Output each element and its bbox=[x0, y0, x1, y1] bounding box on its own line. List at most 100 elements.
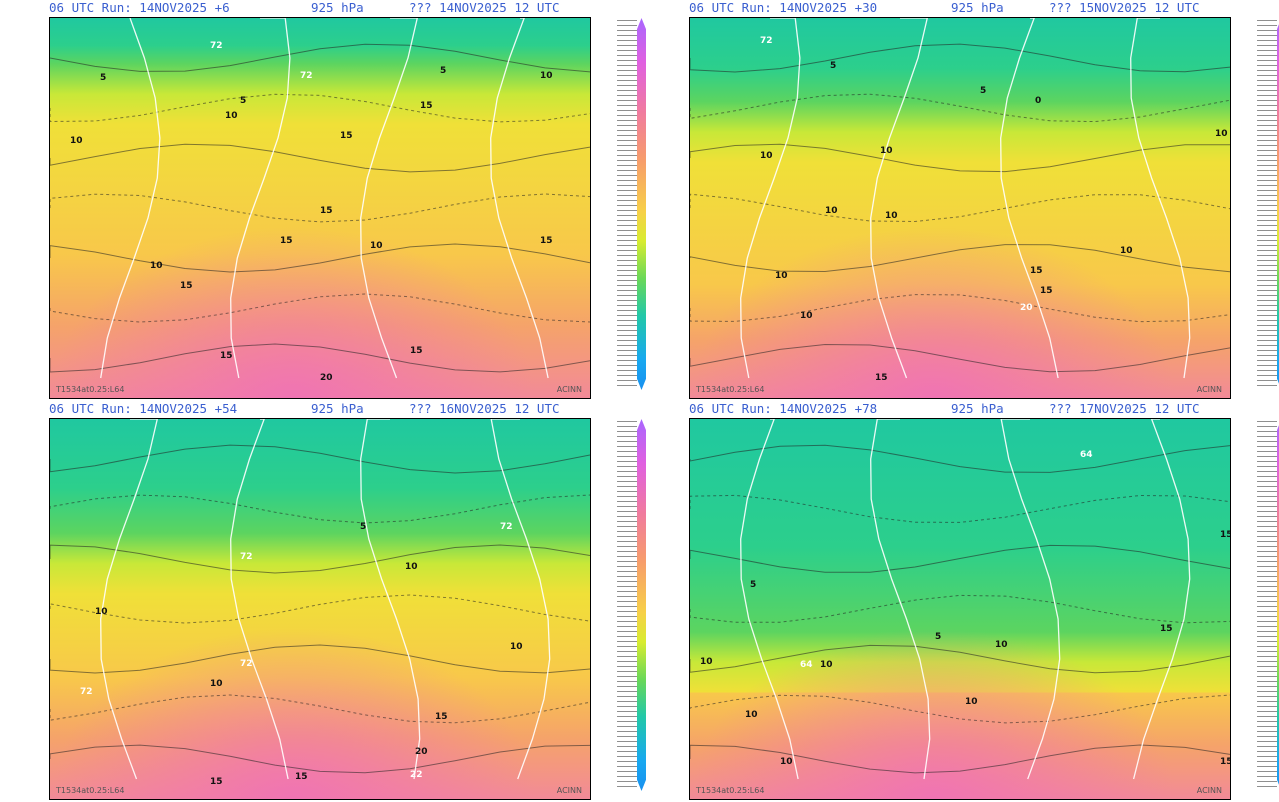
contour-label: 10 bbox=[800, 311, 813, 321]
contour-label: 20 bbox=[1020, 303, 1033, 313]
level-label: 925 hPa bbox=[951, 401, 1004, 416]
contour-label: 10 bbox=[760, 151, 773, 161]
isotherm-line bbox=[690, 694, 1230, 724]
panel-3: 06 UTC Run: 14NOV2025 +54 925 hPa ??? 16… bbox=[49, 401, 649, 802]
legend-ticks bbox=[1257, 20, 1277, 390]
contour-label: 72 bbox=[210, 41, 223, 51]
contour-label: 10 bbox=[95, 607, 108, 617]
isotherm-line bbox=[50, 744, 590, 774]
isotherm-line bbox=[50, 43, 590, 73]
level-label: 925 hPa bbox=[311, 0, 364, 15]
geopotential-line bbox=[360, 419, 421, 780]
run-label: 06 UTC Run: 14NOV2025 +54 bbox=[49, 401, 238, 416]
contour-label: 10 bbox=[405, 562, 418, 572]
geopotential-line bbox=[870, 419, 931, 780]
valid-label: ??? 16NOV2025 12 UTC bbox=[409, 401, 560, 416]
contour-label: 64 bbox=[800, 660, 813, 670]
contour-label: 10 bbox=[540, 71, 553, 81]
contour-label: 72 bbox=[300, 71, 313, 81]
isotherm-line bbox=[50, 93, 590, 123]
isotherm-line bbox=[50, 143, 590, 173]
contour-label: 15 bbox=[1220, 757, 1230, 767]
geopotential-line bbox=[230, 18, 291, 379]
contour-label: 10 bbox=[70, 136, 83, 146]
contour-label: 5 bbox=[980, 86, 986, 96]
isotherm-line bbox=[50, 644, 590, 674]
panel-header: 06 UTC Run: 14NOV2025 +6 925 hPa ??? 14N… bbox=[49, 0, 649, 16]
contour-label: 10 bbox=[510, 642, 523, 652]
legend-ticks bbox=[1257, 421, 1277, 791]
legend-colorbar bbox=[1277, 18, 1279, 390]
contour-label: 72 bbox=[500, 522, 513, 532]
isotherm-line bbox=[50, 594, 590, 624]
contour-label: 10 bbox=[225, 111, 238, 121]
geopotential-line bbox=[870, 18, 928, 379]
contour-label: 10 bbox=[825, 206, 838, 216]
geopotential-line bbox=[1130, 18, 1191, 379]
contour-label: 10 bbox=[995, 640, 1008, 650]
panel-1: 06 UTC Run: 14NOV2025 +6 925 hPa ??? 14N… bbox=[49, 0, 649, 401]
contour-label: 5 bbox=[360, 522, 366, 532]
contour-label: 10 bbox=[370, 241, 383, 251]
contour-label: 64 bbox=[1080, 450, 1093, 460]
contour-label: 15 bbox=[875, 373, 888, 383]
contour-label: 15 bbox=[1160, 624, 1173, 634]
warm-area bbox=[690, 18, 1230, 398]
level-label: 925 hPa bbox=[311, 401, 364, 416]
org-label: ACINN bbox=[1196, 385, 1222, 394]
contour-label: 10 bbox=[780, 757, 793, 767]
legend-ticks bbox=[617, 20, 637, 390]
isotherm-line bbox=[50, 694, 590, 724]
color-legend bbox=[1257, 419, 1279, 799]
contour-label: 20 bbox=[320, 373, 333, 383]
warm-area bbox=[50, 18, 590, 398]
contour-label: 15 bbox=[1030, 266, 1043, 276]
panel-header: 06 UTC Run: 14NOV2025 +54 925 hPa ??? 16… bbox=[49, 401, 649, 417]
isotherm-line bbox=[690, 193, 1230, 223]
geopotential-line bbox=[230, 419, 289, 780]
map-svg: 64 5 5 15 15 10 10 64 10 10 10 10 15 bbox=[690, 419, 1230, 799]
contour-label: 15 bbox=[540, 236, 553, 246]
panel-4: 06 UTC Run: 14NOV2025 +78 925 hPa ??? 17… bbox=[689, 401, 1279, 802]
contour-label: 10 bbox=[1120, 246, 1133, 256]
contour-label: 10 bbox=[700, 657, 713, 667]
isotherm-line bbox=[50, 293, 590, 323]
contour-label: 10 bbox=[745, 710, 758, 720]
geopotential-line bbox=[1000, 18, 1059, 379]
run-label: 06 UTC Run: 14NOV2025 +30 bbox=[689, 0, 878, 15]
isotherm-line bbox=[690, 594, 1230, 624]
contour-label: 10 bbox=[880, 146, 893, 156]
org-label: ACINN bbox=[556, 385, 582, 394]
valid-label: ??? 14NOV2025 12 UTC bbox=[409, 0, 560, 15]
geopotential-line bbox=[740, 18, 801, 379]
warm-area bbox=[50, 419, 590, 799]
contour-label: 15 bbox=[295, 772, 308, 782]
map-svg: 72 5 5 0 10 10 10 10 10 10 10 15 15 20 15 10 bbox=[690, 18, 1230, 398]
geopotential-line bbox=[360, 18, 418, 379]
contour-label: 10 bbox=[210, 679, 223, 689]
level-label: 925 hPa bbox=[951, 0, 1004, 15]
warm-area bbox=[690, 419, 1230, 799]
org-label: ACINN bbox=[1196, 786, 1222, 795]
geopotential-line bbox=[1132, 419, 1191, 780]
contour-label: 15 bbox=[210, 777, 223, 787]
model-label: T1534at0.25:L64 bbox=[696, 385, 765, 394]
valid-label: ??? 17NOV2025 12 UTC bbox=[1049, 401, 1200, 416]
contour-label: 10 bbox=[1215, 129, 1228, 139]
contour-label: 5 bbox=[830, 61, 836, 71]
contour-label: 72 bbox=[80, 687, 93, 697]
contour-label: 15 bbox=[1220, 530, 1230, 540]
legend-ticks bbox=[617, 421, 637, 791]
contour-label: 15 bbox=[180, 281, 193, 291]
model-label: T1534at0.25:L64 bbox=[56, 385, 125, 394]
isotherm-line bbox=[50, 243, 590, 273]
contour-label: 5 bbox=[240, 96, 246, 106]
contour-label: 5 bbox=[440, 66, 446, 76]
geopotential-line bbox=[100, 419, 158, 780]
legend-colorbar bbox=[637, 18, 646, 390]
contour-label: 5 bbox=[100, 73, 106, 83]
isotherm-line bbox=[50, 544, 590, 574]
panel-header: 06 UTC Run: 14NOV2025 +78 925 hPa ??? 17… bbox=[689, 401, 1279, 417]
color-legend bbox=[617, 18, 647, 398]
